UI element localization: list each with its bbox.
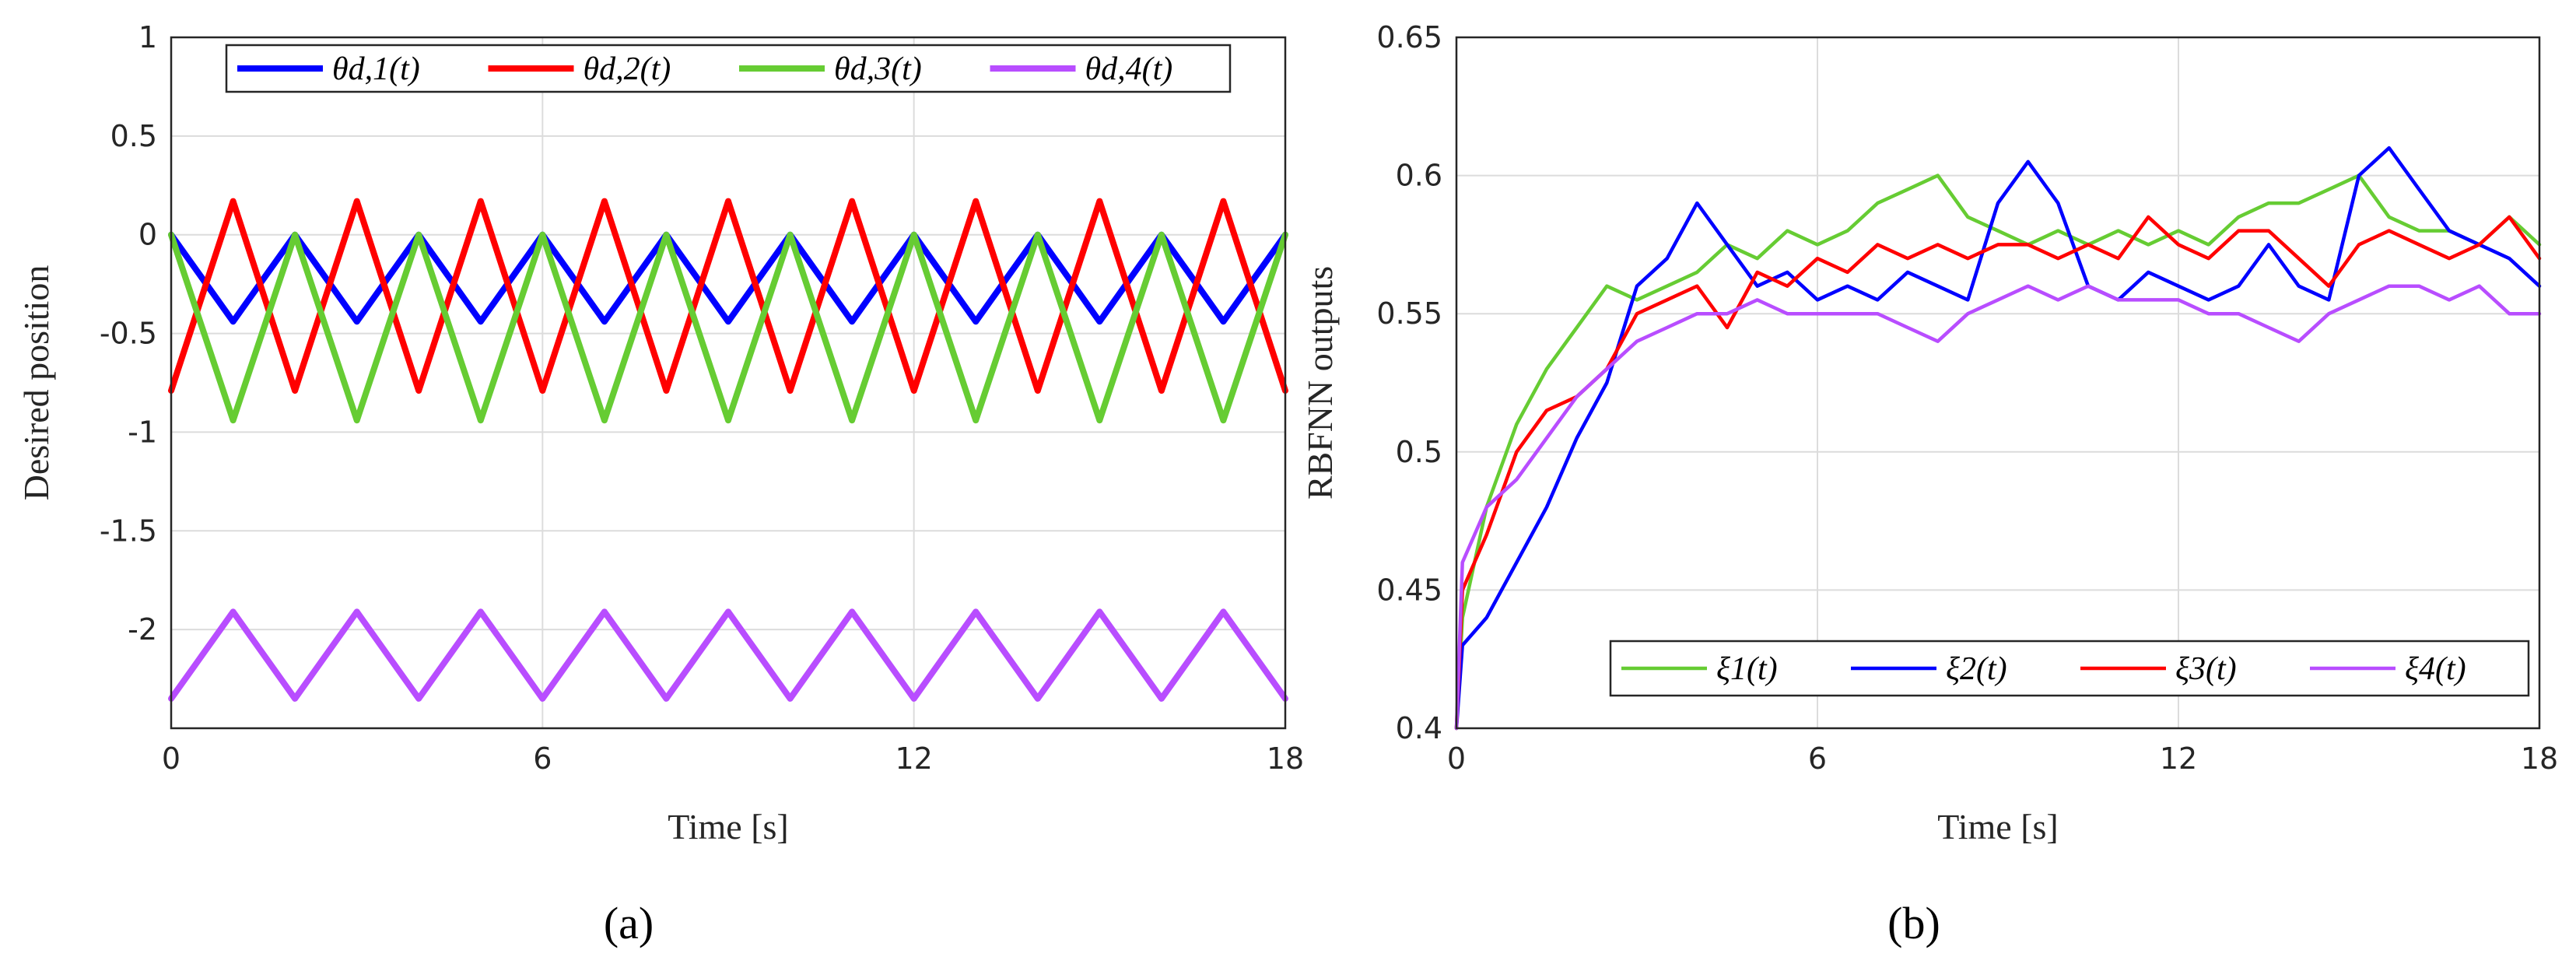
y-tick-label: -1 bbox=[128, 415, 157, 449]
y-tick-label: 0.5 bbox=[110, 119, 157, 153]
axes-frame-b bbox=[1455, 36, 2541, 730]
y-tick-label: 0.6 bbox=[1396, 159, 1442, 193]
legend-label-3: ξ3(t) bbox=[2175, 651, 2237, 687]
plot-area-a bbox=[171, 37, 1285, 728]
panel-label-b: (b) bbox=[1887, 898, 1940, 948]
y-tick-labels-a: 1 0.5 0 -0.5 -1 -1.5 -2 bbox=[100, 20, 157, 647]
legend-label-1: θd,1(t) bbox=[332, 51, 420, 87]
y-tick-label: -0.5 bbox=[100, 317, 157, 351]
x-tick-labels-b: 0 6 12 18 bbox=[1447, 741, 2558, 776]
legend-label-2: θd,2(t) bbox=[584, 51, 671, 87]
y-tick-label: 0.65 bbox=[1376, 20, 1442, 54]
x-tick-label: 6 bbox=[1808, 741, 1827, 776]
y-tick-label: -1.5 bbox=[100, 514, 157, 548]
y-tick-label: 0 bbox=[138, 218, 157, 252]
y-tick-label: 0.55 bbox=[1376, 296, 1442, 331]
series-line-3 bbox=[1454, 215, 2542, 731]
chart-panel-a: 1 0.5 0 -0.5 -1 -1.5 -2 0 6 12 18 Time [s] Desire… bbox=[16, 20, 1304, 948]
x-tick-label: 18 bbox=[2521, 741, 2558, 776]
x-tick-label: 0 bbox=[1447, 741, 1466, 776]
series-line-2 bbox=[168, 198, 1288, 394]
series-line-1 bbox=[168, 231, 1288, 325]
y-tick-labels-b: 0.65 0.6 0.55 0.5 0.45 0.4 bbox=[1376, 20, 1442, 745]
series-line-1 bbox=[1454, 174, 2542, 731]
x-tick-label: 0 bbox=[162, 741, 180, 776]
y-tick-label: 0.5 bbox=[1396, 435, 1442, 469]
y-tick-label: 0.45 bbox=[1376, 573, 1442, 607]
legend-b: ξ1(t) ξ2(t) ξ3(t) ξ4(t) bbox=[1609, 640, 2530, 697]
x-tick-label: 6 bbox=[533, 741, 552, 776]
series-line-4 bbox=[1454, 284, 2542, 731]
series-lines-a bbox=[168, 198, 1288, 702]
legend-a: θd,1(t) θd,2(t) θd,3(t) θd,4(t) bbox=[225, 44, 1232, 93]
y-axis-label-b: RBFNN outputs bbox=[1300, 266, 1340, 500]
plot-area-b bbox=[1456, 37, 2539, 728]
x-axis-label-b: Time [s] bbox=[1937, 807, 2059, 847]
x-tick-label: 12 bbox=[895, 741, 932, 776]
y-tick-label: 1 bbox=[138, 20, 157, 54]
series-lines-b bbox=[1454, 145, 2542, 731]
series-line-4 bbox=[168, 608, 1288, 702]
legend-label-1: ξ1(t) bbox=[1716, 651, 1778, 687]
y-axis-label-a: Desired position bbox=[16, 265, 56, 501]
legend-label-3: θd,3(t) bbox=[834, 51, 922, 87]
legend-label-4: θd,4(t) bbox=[1085, 51, 1173, 87]
chart-panel-b: 0.65 0.6 0.55 0.5 0.45 0.4 0 6 12 18 Time [s] RB… bbox=[1300, 20, 2558, 948]
legend-label-2: ξ2(t) bbox=[1946, 651, 2007, 687]
x-tick-labels-a: 0 6 12 18 bbox=[162, 741, 1304, 776]
panel-label-a: (a) bbox=[604, 898, 654, 948]
y-tick-label: 0.4 bbox=[1396, 711, 1442, 745]
x-axis-label-a: Time [s] bbox=[668, 807, 789, 847]
legend-label-4: ξ4(t) bbox=[2405, 651, 2466, 687]
y-tick-label: -2 bbox=[128, 612, 157, 647]
axes-frame-a bbox=[170, 36, 1287, 730]
x-tick-label: 12 bbox=[2160, 741, 2197, 776]
x-tick-label: 18 bbox=[1267, 741, 1304, 776]
series-line-3 bbox=[168, 231, 1288, 424]
